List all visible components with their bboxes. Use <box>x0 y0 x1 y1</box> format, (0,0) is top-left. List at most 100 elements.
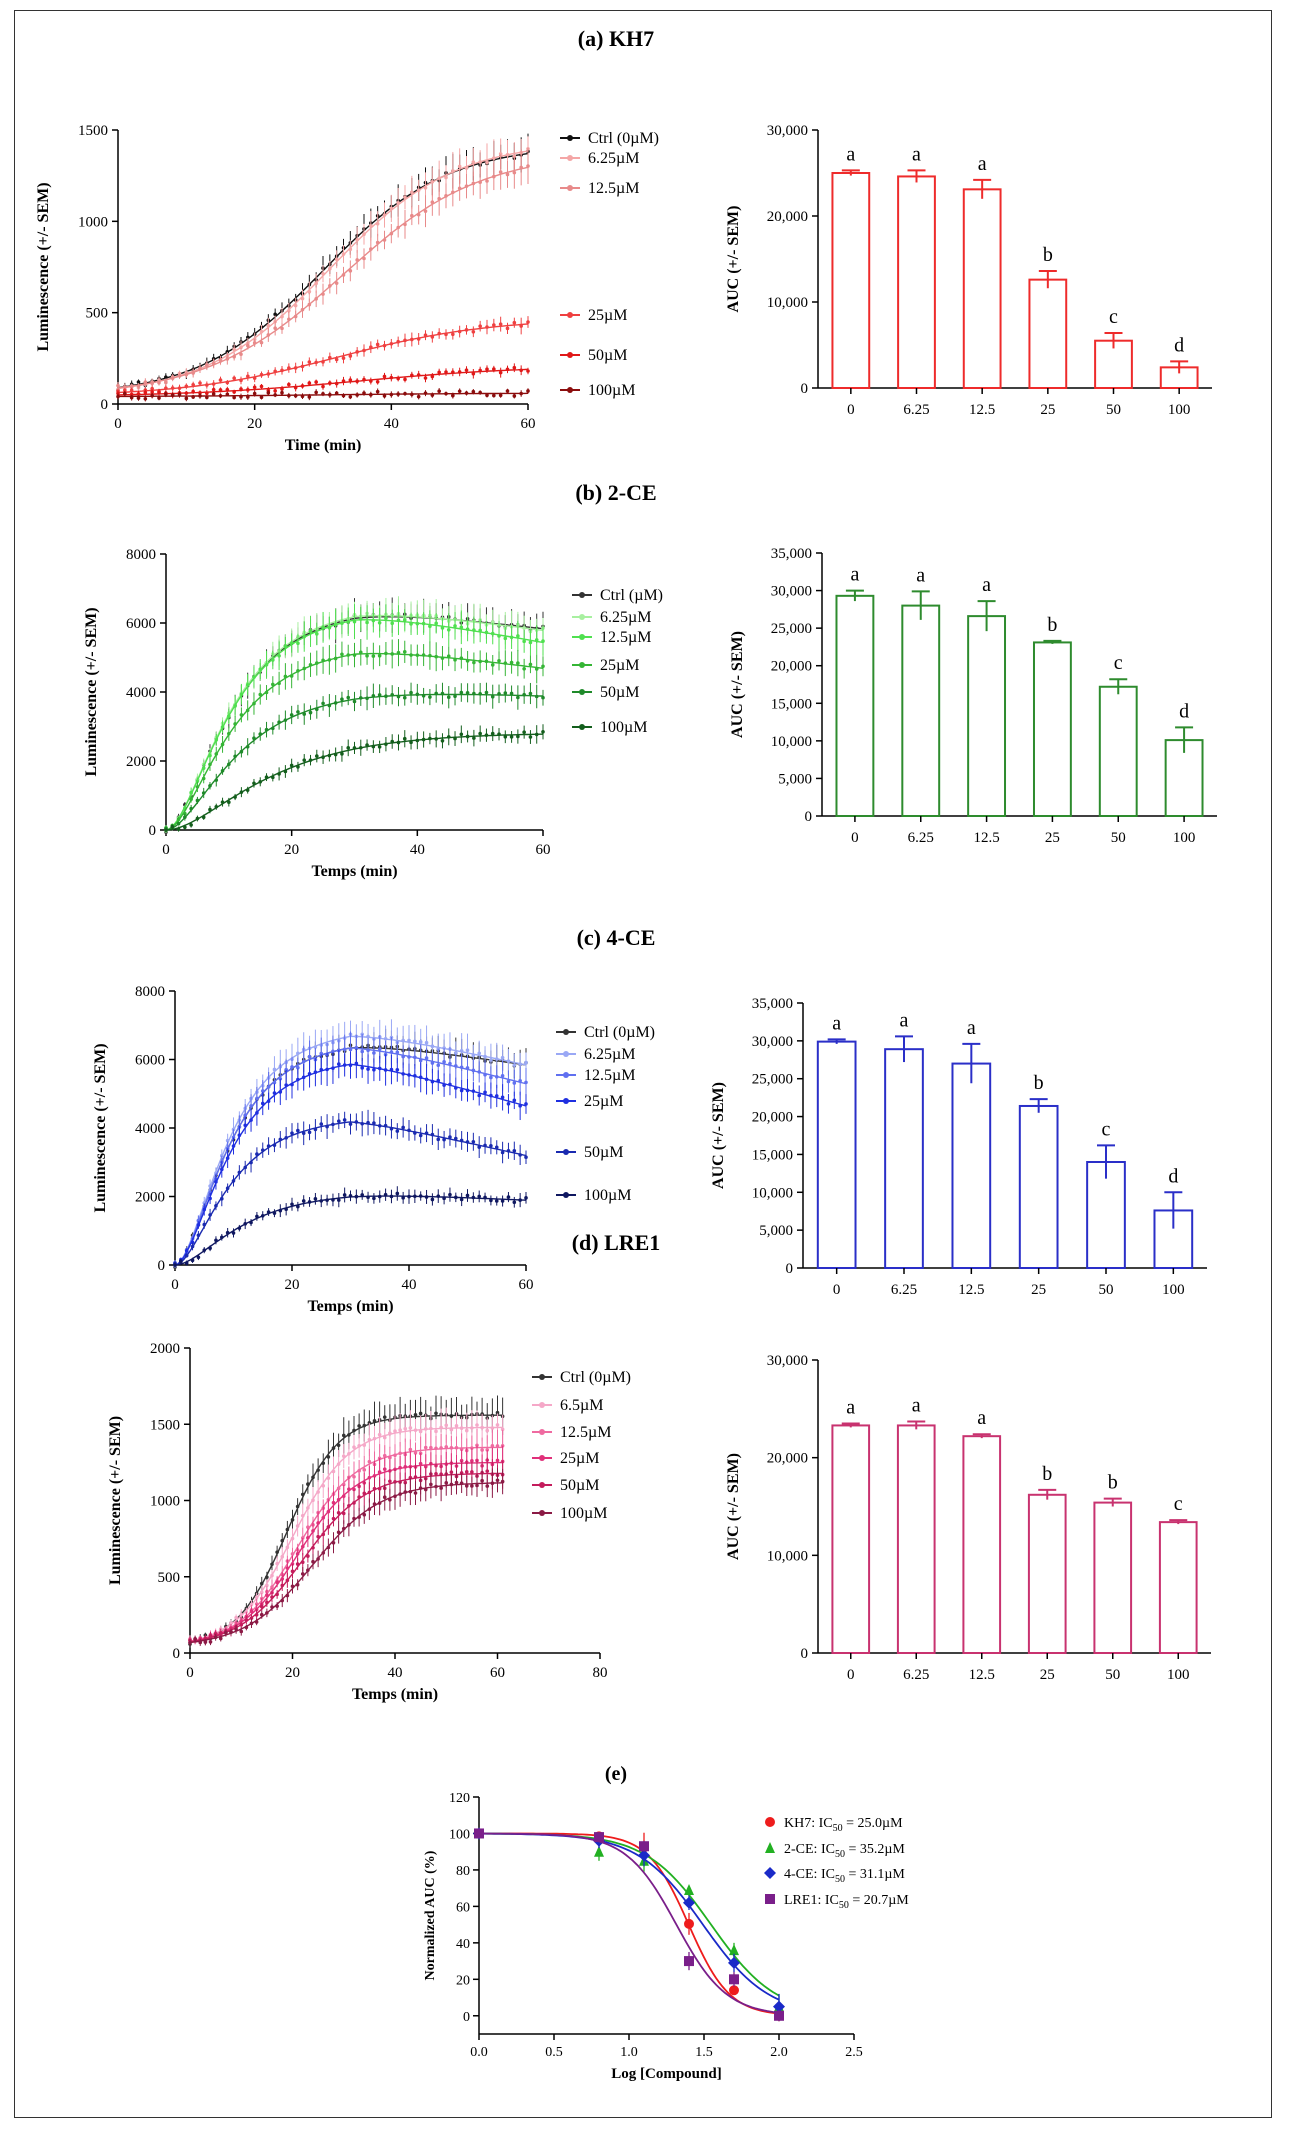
bar <box>1094 339 1133 390</box>
data-point <box>307 381 312 385</box>
data-point <box>150 390 154 394</box>
y-tick-label: 8000 <box>126 547 156 563</box>
y-tick-label: 0 <box>101 397 109 413</box>
x-axis-title: Temps (min) <box>311 863 397 880</box>
x-tick-label: 0 <box>847 402 855 418</box>
data-point <box>184 396 189 401</box>
significance-letter: a <box>967 1017 976 1039</box>
bar <box>884 1048 924 1269</box>
legend-label: 25µM <box>584 1093 623 1110</box>
significance-letter: b <box>1043 244 1053 266</box>
x-tick-label: 0 <box>833 1282 841 1298</box>
auc-bar-chart: 0 10,000 20,000 30,000 AUC (+/- SEM) 0 a 6.25 a 1… <box>725 1353 1211 1683</box>
data-point <box>457 389 462 394</box>
data-point <box>372 1051 376 1055</box>
legend-marker <box>579 634 585 640</box>
data-point <box>259 395 264 400</box>
y-axis-title: Luminescence (+/- SEM) <box>35 182 52 351</box>
legend-subscript: 50 <box>839 1900 849 1911</box>
x-tick-label: 100 <box>1167 1667 1190 1683</box>
x-tick-label: 0 <box>847 1667 855 1683</box>
series-line <box>174 1195 527 1266</box>
data-point <box>403 1426 408 1431</box>
auc-bar-chart: 0 5,000 10,000 15,000 20,000 25,000 30,000 35,0… <box>710 996 1207 1298</box>
data-point <box>136 380 141 384</box>
data-point <box>352 699 357 704</box>
y-tick-label: 20,000 <box>771 659 812 675</box>
data-point <box>459 1197 464 1202</box>
data-point <box>729 1974 739 1985</box>
legend-label: 25µM <box>600 657 639 674</box>
series-line <box>189 1461 503 1643</box>
legend-name: LRE1: IC <box>784 1893 839 1908</box>
series-line <box>165 652 544 831</box>
data-point <box>348 395 353 399</box>
data-point <box>512 394 517 398</box>
data-point <box>506 1079 511 1084</box>
data-point <box>357 1424 361 1428</box>
legend-marker <box>563 1192 569 1198</box>
data-point <box>474 1828 484 1839</box>
data-point <box>283 644 288 648</box>
data-point <box>485 367 489 371</box>
data-point <box>407 1038 411 1043</box>
significance-letter: b <box>1034 1072 1044 1094</box>
data-point <box>434 1471 438 1476</box>
x-tick-label: 50 <box>1106 402 1121 418</box>
data-point <box>471 329 476 334</box>
data-point <box>321 701 325 706</box>
bar <box>1027 1493 1067 1655</box>
data-point <box>764 1867 776 1879</box>
data-point <box>402 736 407 741</box>
significance-letter: d <box>1168 1165 1178 1187</box>
legend-marker <box>539 1510 545 1516</box>
data-point <box>442 1060 446 1064</box>
legend-label: 6.25µM <box>588 150 639 167</box>
data-point <box>284 1067 288 1072</box>
data-point <box>475 1443 479 1448</box>
data-point <box>403 1480 408 1485</box>
y-axis-title: Luminescence (+/- SEM) <box>107 1416 124 1585</box>
data-point <box>729 1944 739 1956</box>
data-point <box>489 1143 493 1148</box>
significance-letter: a <box>912 1395 921 1417</box>
data-point <box>252 385 257 390</box>
legend-marker <box>563 1149 569 1155</box>
y-tick-label: 1000 <box>78 214 108 230</box>
y-axis-title: AUC (+/- SEM) <box>725 1453 742 1560</box>
significance-letter: d <box>1174 334 1184 356</box>
data-point <box>477 1051 482 1056</box>
y-axis-title: AUC (+/- SEM) <box>725 206 742 313</box>
data-point <box>402 618 407 622</box>
series-5 <box>164 724 545 833</box>
time-course-chart: 0 2000 4000 6000 8000 0 20 40 60 Temps (min) Lumin… <box>83 547 663 880</box>
data-point <box>334 357 339 362</box>
data-point <box>377 653 382 658</box>
y-tick-label: 40 <box>456 1937 470 1952</box>
data-point <box>498 370 503 375</box>
data-point <box>522 639 526 644</box>
y-tick-label: 0 <box>801 1646 809 1662</box>
data-point <box>459 690 464 695</box>
data-point <box>213 1632 218 1636</box>
data-point <box>239 352 243 357</box>
data-point <box>484 690 489 695</box>
series-5 <box>173 1186 528 1268</box>
data-point <box>478 324 482 328</box>
series-3 <box>164 639 545 831</box>
series-4 <box>173 1109 528 1266</box>
data-point <box>382 394 387 398</box>
data-point <box>446 695 451 699</box>
x-axis-title: Temps (min) <box>307 1298 393 1315</box>
data-point <box>416 394 421 399</box>
legend-label: Ctrl (µM) <box>600 587 663 604</box>
data-point <box>459 1458 464 1463</box>
data-point <box>454 1480 459 1485</box>
data-point <box>522 666 526 671</box>
data-point <box>372 1121 376 1125</box>
data-point <box>459 1088 464 1093</box>
x-tick-label: 1.0 <box>620 2045 638 2060</box>
data-point <box>516 695 520 700</box>
series-line <box>165 733 543 831</box>
data-point <box>408 1447 413 1452</box>
